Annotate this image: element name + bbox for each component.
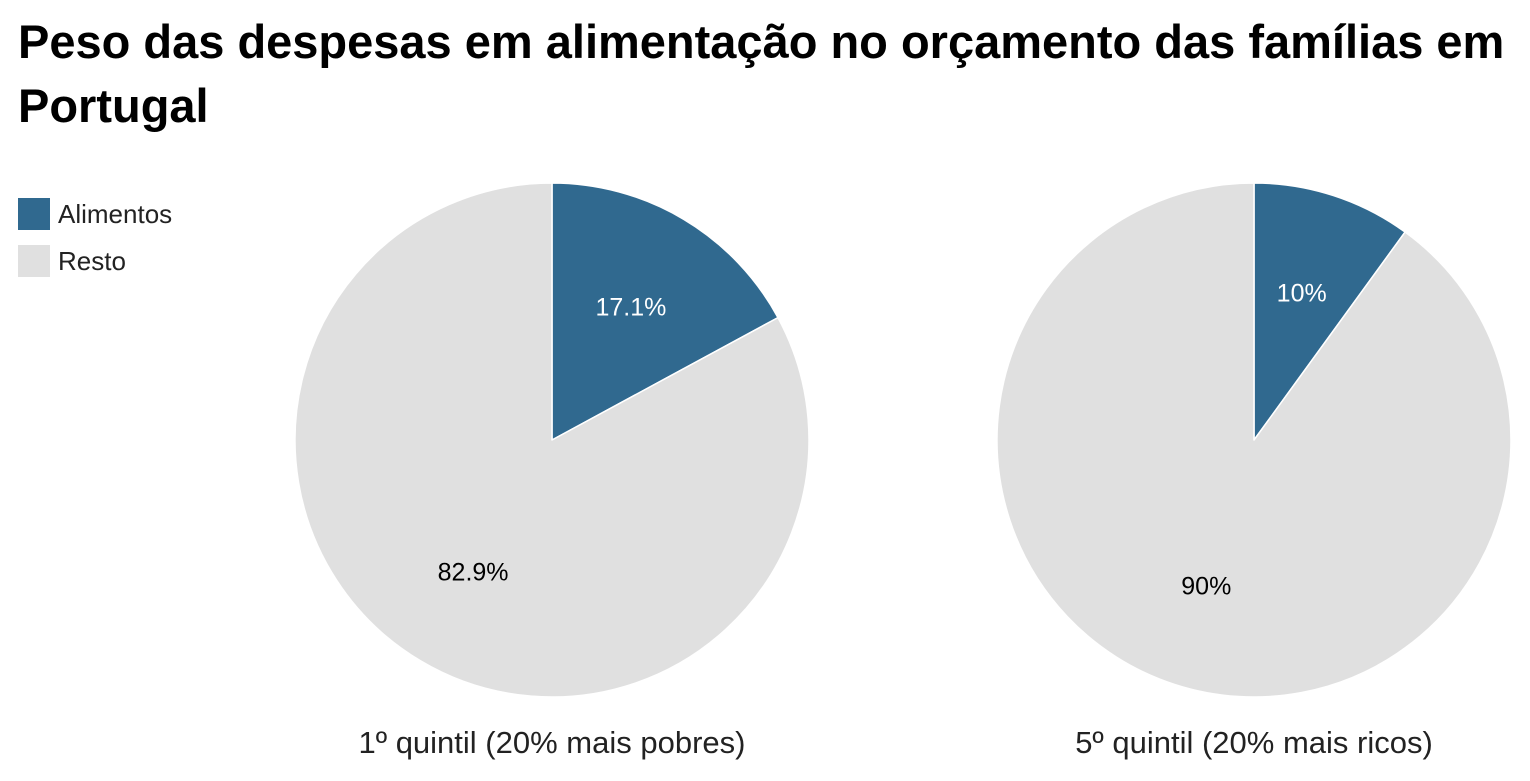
pie-1: 17.1% 82.9% 1º quintil (20% mais pobres) xyxy=(294,182,810,760)
pie-1-slice-resto xyxy=(294,182,810,698)
pie-1-slice-alimentos xyxy=(551,182,779,441)
legend-swatch-resto xyxy=(18,245,50,277)
pie-2-caption: 5º quintil (20% mais ricos) xyxy=(1075,725,1433,760)
legend-swatch-alimentos xyxy=(18,198,50,230)
pie-2-label-resto: 90% xyxy=(1181,573,1231,601)
pie-2-label-alimentos: 10% xyxy=(1277,279,1327,307)
pie-2: 10% 90% 5º quintil (20% mais ricos) xyxy=(996,182,1512,760)
legend: Alimentos Resto xyxy=(18,197,172,291)
legend-item-resto: Resto xyxy=(18,244,172,278)
legend-label-resto: Resto xyxy=(58,245,126,276)
chart-title: Peso das despesas em alimentação no orça… xyxy=(18,15,1505,132)
pie-1-label-alimentos: 17.1% xyxy=(595,294,666,322)
pie-2-slice-resto xyxy=(996,182,1512,698)
pie-1-caption: 1º quintil (20% mais pobres) xyxy=(359,725,746,760)
legend-label-alimentos: Alimentos xyxy=(58,198,173,229)
pie-1-label-resto: 82.9% xyxy=(438,559,509,587)
pie-2-slice-alimentos xyxy=(1253,182,1406,441)
legend-item-alimentos: Alimentos xyxy=(18,197,172,231)
